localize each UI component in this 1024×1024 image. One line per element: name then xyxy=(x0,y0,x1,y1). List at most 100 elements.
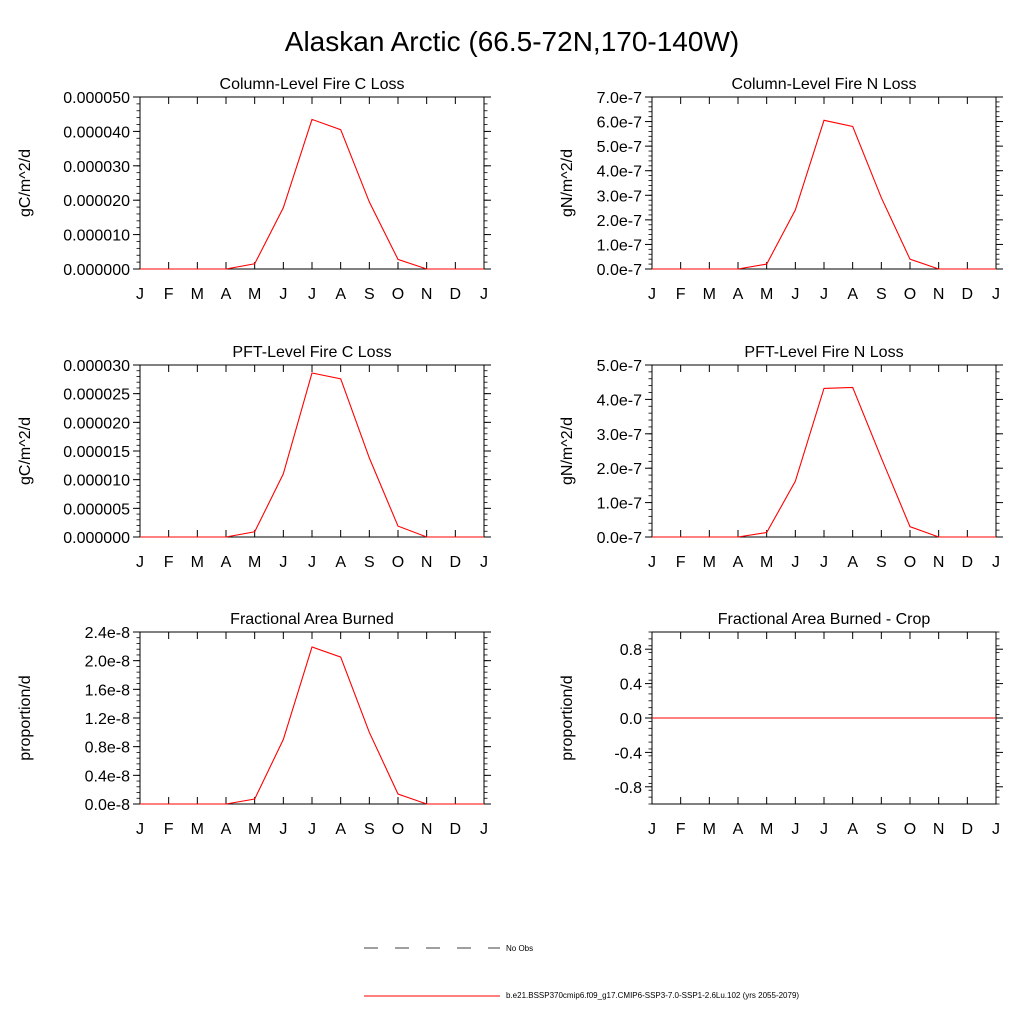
x-tick-label: J xyxy=(136,821,144,838)
x-tick-label: N xyxy=(933,286,945,303)
y-axis-label: proportion/d xyxy=(559,675,576,760)
x-tick-label: O xyxy=(904,821,916,838)
x-tick-label: J xyxy=(279,554,287,571)
x-tick-label: J xyxy=(308,286,316,303)
y-tick-label: 2.0e-7 xyxy=(597,461,642,478)
series-line xyxy=(140,118,484,270)
x-tick-label: A xyxy=(847,821,858,838)
x-tick-label: D xyxy=(962,554,974,571)
x-tick-label: J xyxy=(992,821,1000,838)
y-tick-label: 5.0e-7 xyxy=(597,139,642,156)
panel-title: PFT-Level Fire C Loss xyxy=(232,344,391,361)
x-tick-label: M xyxy=(248,821,261,838)
panel-title: Fractional Area Burned - Crop xyxy=(718,611,931,628)
y-tick-label: 3.0e-7 xyxy=(597,427,642,444)
plot-frame xyxy=(651,364,997,538)
legend-model-label: b.e21.BSSP370cmip6.f09_g17.CMIP6-SSP3-7.… xyxy=(506,991,800,1000)
y-axis-label: gN/m^2/d xyxy=(559,149,576,217)
y-tick-label: 0.8 xyxy=(620,642,642,659)
x-tick-label: F xyxy=(164,286,174,303)
x-tick-label: O xyxy=(392,821,404,838)
y-tick-label: 4.0e-7 xyxy=(597,164,642,181)
x-tick-label: A xyxy=(733,821,744,838)
legend xyxy=(364,947,500,997)
x-tick-label: A xyxy=(335,554,346,571)
series-line xyxy=(652,386,996,538)
x-tick-label: D xyxy=(450,821,462,838)
x-tick-label: N xyxy=(421,821,433,838)
y-tick-label: 0.000025 xyxy=(63,387,130,404)
x-tick-label: N xyxy=(933,554,945,571)
x-tick-label: J xyxy=(308,554,316,571)
y-tick-label: 0.0 xyxy=(620,711,642,728)
y-tick-label: 3.0e-7 xyxy=(597,188,642,205)
x-tick-label: S xyxy=(876,286,887,303)
y-tick-label: 1.6e-8 xyxy=(85,682,130,699)
x-tick-label: M xyxy=(760,821,773,838)
x-tick-label: M xyxy=(703,554,716,571)
y-tick-label: 2.0e-8 xyxy=(85,654,130,671)
x-tick-label: M xyxy=(760,286,773,303)
x-tick-label: J xyxy=(992,554,1000,571)
x-tick-label: J xyxy=(648,554,656,571)
panel-6: J F M A M J J A S O N D J-0.8-0.40.00.40.8Fractional… xyxy=(559,611,1003,838)
panel-title: Column-Level Fire C Loss xyxy=(220,76,405,93)
y-tick-label: 0.4e-8 xyxy=(85,768,130,785)
y-tick-label: 0.4 xyxy=(620,677,642,694)
x-tick-label: N xyxy=(421,286,433,303)
x-tick-label: A xyxy=(221,554,232,571)
x-tick-label: O xyxy=(904,286,916,303)
x-tick-label: S xyxy=(876,821,887,838)
x-tick-label: S xyxy=(876,554,887,571)
y-tick-label: 2.0e-7 xyxy=(597,213,642,230)
panel-1: J F M A M J J A S O N D J0.0000000.0000100.0000200.0… xyxy=(17,76,491,303)
x-tick-label: M xyxy=(703,286,716,303)
series-line xyxy=(140,372,484,538)
y-tick-label: 0.8e-8 xyxy=(85,740,130,757)
series-line xyxy=(652,119,996,270)
series-line xyxy=(140,646,484,805)
x-tick-label: A xyxy=(847,554,858,571)
y-tick-label: 0.0e-7 xyxy=(597,530,642,547)
y-tick-label: 0.000005 xyxy=(63,501,130,518)
y-tick-label: 0.000020 xyxy=(63,415,130,432)
x-tick-label: M xyxy=(191,554,204,571)
x-tick-label: J xyxy=(992,286,1000,303)
x-tick-label: J xyxy=(279,821,287,838)
y-tick-label: 7.0e-7 xyxy=(597,90,642,107)
x-tick-label: J xyxy=(648,821,656,838)
x-tick-label: O xyxy=(392,286,404,303)
x-tick-label: J xyxy=(480,554,488,571)
x-tick-label: M xyxy=(760,554,773,571)
x-tick-label: D xyxy=(962,286,974,303)
x-tick-label: J xyxy=(480,821,488,838)
plot-frame xyxy=(651,96,997,270)
y-tick-label: 2.4e-8 xyxy=(85,625,130,642)
x-tick-label: A xyxy=(733,554,744,571)
x-tick-label: J xyxy=(308,821,316,838)
y-tick-label: 0.000050 xyxy=(63,90,130,107)
y-tick-label: 0.000010 xyxy=(63,228,130,245)
y-tick-label: 1.0e-7 xyxy=(597,496,642,513)
y-tick-label: 4.0e-7 xyxy=(597,392,642,409)
x-tick-label: M xyxy=(703,821,716,838)
x-tick-label: J xyxy=(820,554,828,571)
y-tick-label: 0.000030 xyxy=(63,159,130,176)
x-tick-label: M xyxy=(191,286,204,303)
x-tick-label: S xyxy=(364,821,375,838)
panel-title: Fractional Area Burned xyxy=(230,611,394,628)
plot-frame xyxy=(139,631,485,805)
y-tick-label: 6.0e-7 xyxy=(597,115,642,132)
page-title: Alaskan Arctic (66.5-72N,170-140W) xyxy=(284,26,740,57)
x-tick-label: O xyxy=(904,554,916,571)
x-tick-label: J xyxy=(820,821,828,838)
x-tick-label: S xyxy=(364,554,375,571)
y-axis-label: gC/m^2/d xyxy=(17,417,34,485)
x-tick-label: A xyxy=(221,821,232,838)
x-tick-label: A xyxy=(221,286,232,303)
y-tick-label: 1.0e-7 xyxy=(597,237,642,254)
x-tick-label: J xyxy=(791,286,799,303)
x-tick-label: D xyxy=(450,554,462,571)
x-tick-label: N xyxy=(421,554,433,571)
x-tick-label: N xyxy=(933,821,945,838)
